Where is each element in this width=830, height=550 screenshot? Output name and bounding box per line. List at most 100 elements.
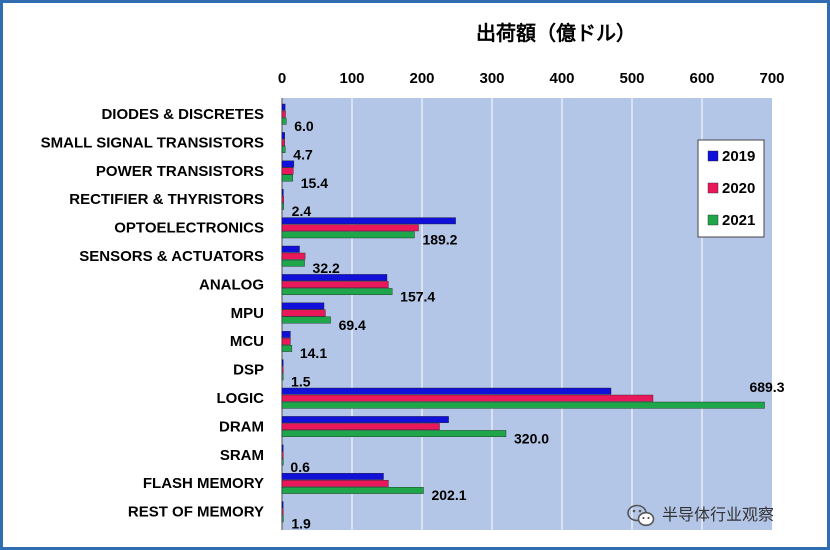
data-label: 4.7 — [293, 146, 313, 162]
bar-2021 — [281, 231, 415, 239]
plot-area — [282, 98, 772, 530]
legend-swatch-2019 — [707, 150, 719, 162]
bar-2020 — [281, 423, 440, 430]
bar-2019 — [281, 103, 286, 111]
legend-label-2021: 2021 — [722, 212, 755, 229]
data-label: 6.0 — [294, 118, 314, 134]
bar-2019 — [281, 245, 300, 253]
data-label: 1.5 — [291, 374, 311, 390]
category-label: SENSORS & ACTUATORS — [79, 248, 264, 265]
x-tick-label: 0 — [278, 70, 286, 87]
bars — [281, 103, 765, 523]
x-tick-label: 700 — [759, 70, 784, 87]
data-label: 320.0 — [514, 430, 549, 446]
bar-2020 — [281, 451, 284, 459]
bar-2021 — [281, 458, 284, 466]
bar-2020 — [281, 110, 286, 118]
bar-2020 — [281, 508, 284, 516]
legend: 2019 2020 2021 — [697, 139, 765, 238]
bar-2020 — [281, 480, 389, 487]
category-label: OPTOELECTRONICS — [114, 220, 264, 237]
category-label: LOGIC — [217, 390, 265, 407]
category-label: RECTIFIER & THYRISTORS — [69, 191, 264, 208]
bar-2021 — [281, 117, 287, 125]
bar-2019 — [281, 473, 384, 480]
bar-2020 — [281, 195, 284, 203]
bar-2019 — [281, 160, 295, 168]
bar-2019 — [281, 132, 285, 139]
bar-2021 — [281, 174, 293, 182]
bar-2021 — [281, 288, 393, 295]
category-label: MPU — [231, 305, 264, 322]
data-label: 69.4 — [339, 317, 366, 333]
legend-label-2020: 2020 — [722, 180, 755, 197]
bar-2020 — [281, 252, 306, 260]
legend-swatch-2020 — [707, 182, 719, 194]
bar-2021 — [281, 515, 284, 523]
bar-2020 — [281, 309, 326, 317]
bar-2019 — [281, 188, 284, 196]
bar-2021 — [281, 487, 424, 494]
x-tick-label: 300 — [479, 70, 504, 87]
data-label: 189.2 — [422, 232, 457, 248]
legend-label-2019: 2019 — [722, 148, 755, 165]
bar-2020 — [281, 281, 389, 288]
data-label: 689.3 — [749, 379, 784, 395]
category-label: DIODES & DISCRETES — [101, 106, 264, 123]
wechat-icon — [627, 504, 655, 527]
bar-2021 — [281, 345, 293, 352]
x-tick-label: 400 — [549, 70, 574, 87]
category-label: DSP — [233, 362, 264, 379]
data-labels: 6.0 4.7 15.4 2.4 189.2 32.2 157.4 69.4 14.1 1.5 68… — [290, 118, 784, 532]
bar-2019 — [281, 217, 456, 225]
category-labels: DIODES & DISCRETES SMALL SIGNAL TRANSISTO… — [41, 106, 265, 521]
bar-2020 — [281, 139, 285, 146]
x-tick-label: 100 — [339, 70, 364, 87]
watermark: 半导体行业观察 — [627, 504, 774, 527]
category-label: FLASH MEMORY — [143, 475, 264, 492]
bar-2019 — [281, 274, 388, 281]
bar-2021 — [281, 259, 305, 267]
data-label: 157.4 — [400, 288, 435, 304]
data-label: 1.9 — [291, 516, 311, 532]
bar-2020 — [281, 224, 419, 232]
bar-2020 — [281, 394, 654, 402]
category-label: DRAM — [219, 418, 264, 435]
bar-2019 — [281, 331, 291, 338]
category-label: MCU — [230, 333, 264, 350]
category-label: REST OF MEMORY — [128, 504, 264, 521]
category-label: ANALOG — [199, 276, 264, 293]
bar-2019 — [281, 359, 284, 367]
bar-2020 — [281, 366, 284, 374]
data-label: 202.1 — [431, 487, 466, 503]
data-label: 14.1 — [300, 345, 327, 361]
bar-2020 — [281, 338, 291, 345]
bar-2021 — [281, 430, 507, 437]
watermark-text: 半导体行业观察 — [662, 505, 774, 524]
x-axis-ticks: 0 100 200 300 400 500 600 700 — [278, 70, 785, 87]
x-tick-label: 200 — [409, 70, 434, 87]
data-label: 15.4 — [301, 175, 328, 191]
legend-swatch-2021 — [707, 214, 719, 226]
category-label: POWER TRANSISTORS — [96, 163, 264, 180]
x-tick-label: 600 — [689, 70, 714, 87]
bar-2021 — [281, 401, 765, 409]
x-tick-label: 500 — [619, 70, 644, 87]
bar-2019 — [281, 501, 284, 509]
data-label: 2.4 — [292, 203, 312, 219]
category-label: SRAM — [220, 447, 264, 464]
bar-2019 — [281, 416, 449, 423]
bar-2021 — [281, 316, 331, 324]
data-label: 32.2 — [313, 260, 340, 276]
bar-2019 — [281, 444, 284, 452]
bar-2019 — [281, 387, 612, 395]
bar-2021 — [281, 202, 284, 210]
bar-2021 — [281, 146, 286, 153]
bar-2019 — [281, 302, 325, 310]
chart-title: 出荷額（億ドル） — [476, 21, 636, 45]
data-label: 0.6 — [290, 459, 310, 475]
bar-2021 — [281, 373, 284, 381]
bar-2020 — [281, 167, 294, 175]
category-label: SMALL SIGNAL TRANSISTORS — [41, 134, 264, 151]
